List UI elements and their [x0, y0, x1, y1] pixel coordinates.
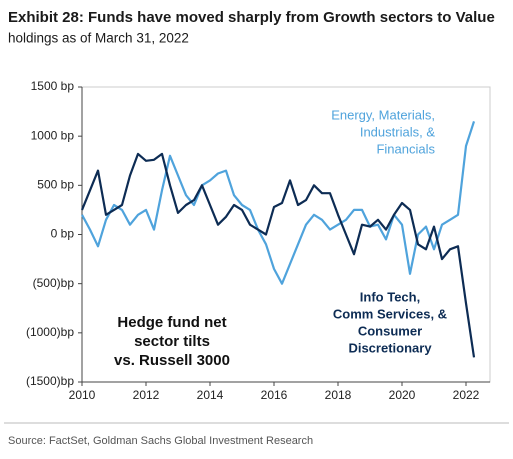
y-tick-label: 1500 bp: [31, 79, 75, 93]
source: Source: FactSet, Goldman Sachs Global In…: [8, 435, 313, 447]
annotation: sector tilts: [134, 333, 210, 350]
y-tick-label: (1000)bp: [26, 325, 74, 339]
series-label: Info Tech,: [360, 289, 420, 304]
x-tick-label: 2010: [69, 388, 96, 402]
series-label: Consumer: [358, 323, 422, 338]
x-tick-label: 2020: [389, 388, 416, 402]
x-tick-label: 2022: [453, 388, 480, 402]
series-label: Comm Services, &: [333, 306, 447, 321]
x-tick-label: 2014: [197, 388, 224, 402]
y-tick-label: 0 bp: [51, 227, 75, 241]
series-label: Energy, Materials,: [331, 107, 435, 122]
chart-title: Exhibit 28: Funds have moved sharply fro…: [8, 9, 495, 26]
y-tick-label: (1500)bp: [26, 374, 74, 388]
y-tick-label: 500 bp: [37, 178, 74, 192]
series-line: [81, 121, 476, 285]
series-label: Financials: [376, 141, 435, 156]
y-tick-label: 1000 bp: [31, 128, 75, 142]
y-tick-label: (500)bp: [33, 276, 75, 290]
x-tick-label: 2016: [261, 388, 288, 402]
series-line: [80, 152, 476, 358]
annotation: Hedge fund net: [117, 314, 226, 331]
annotation: vs. Russell 3000: [114, 352, 230, 369]
x-tick-label: 2012: [133, 388, 160, 402]
chart-subtitle: holdings as of March 31, 2022: [8, 31, 189, 46]
series-label: Industrials, &: [360, 124, 435, 139]
x-tick-label: 2018: [325, 388, 352, 402]
series-label: Discretionary: [348, 340, 432, 355]
